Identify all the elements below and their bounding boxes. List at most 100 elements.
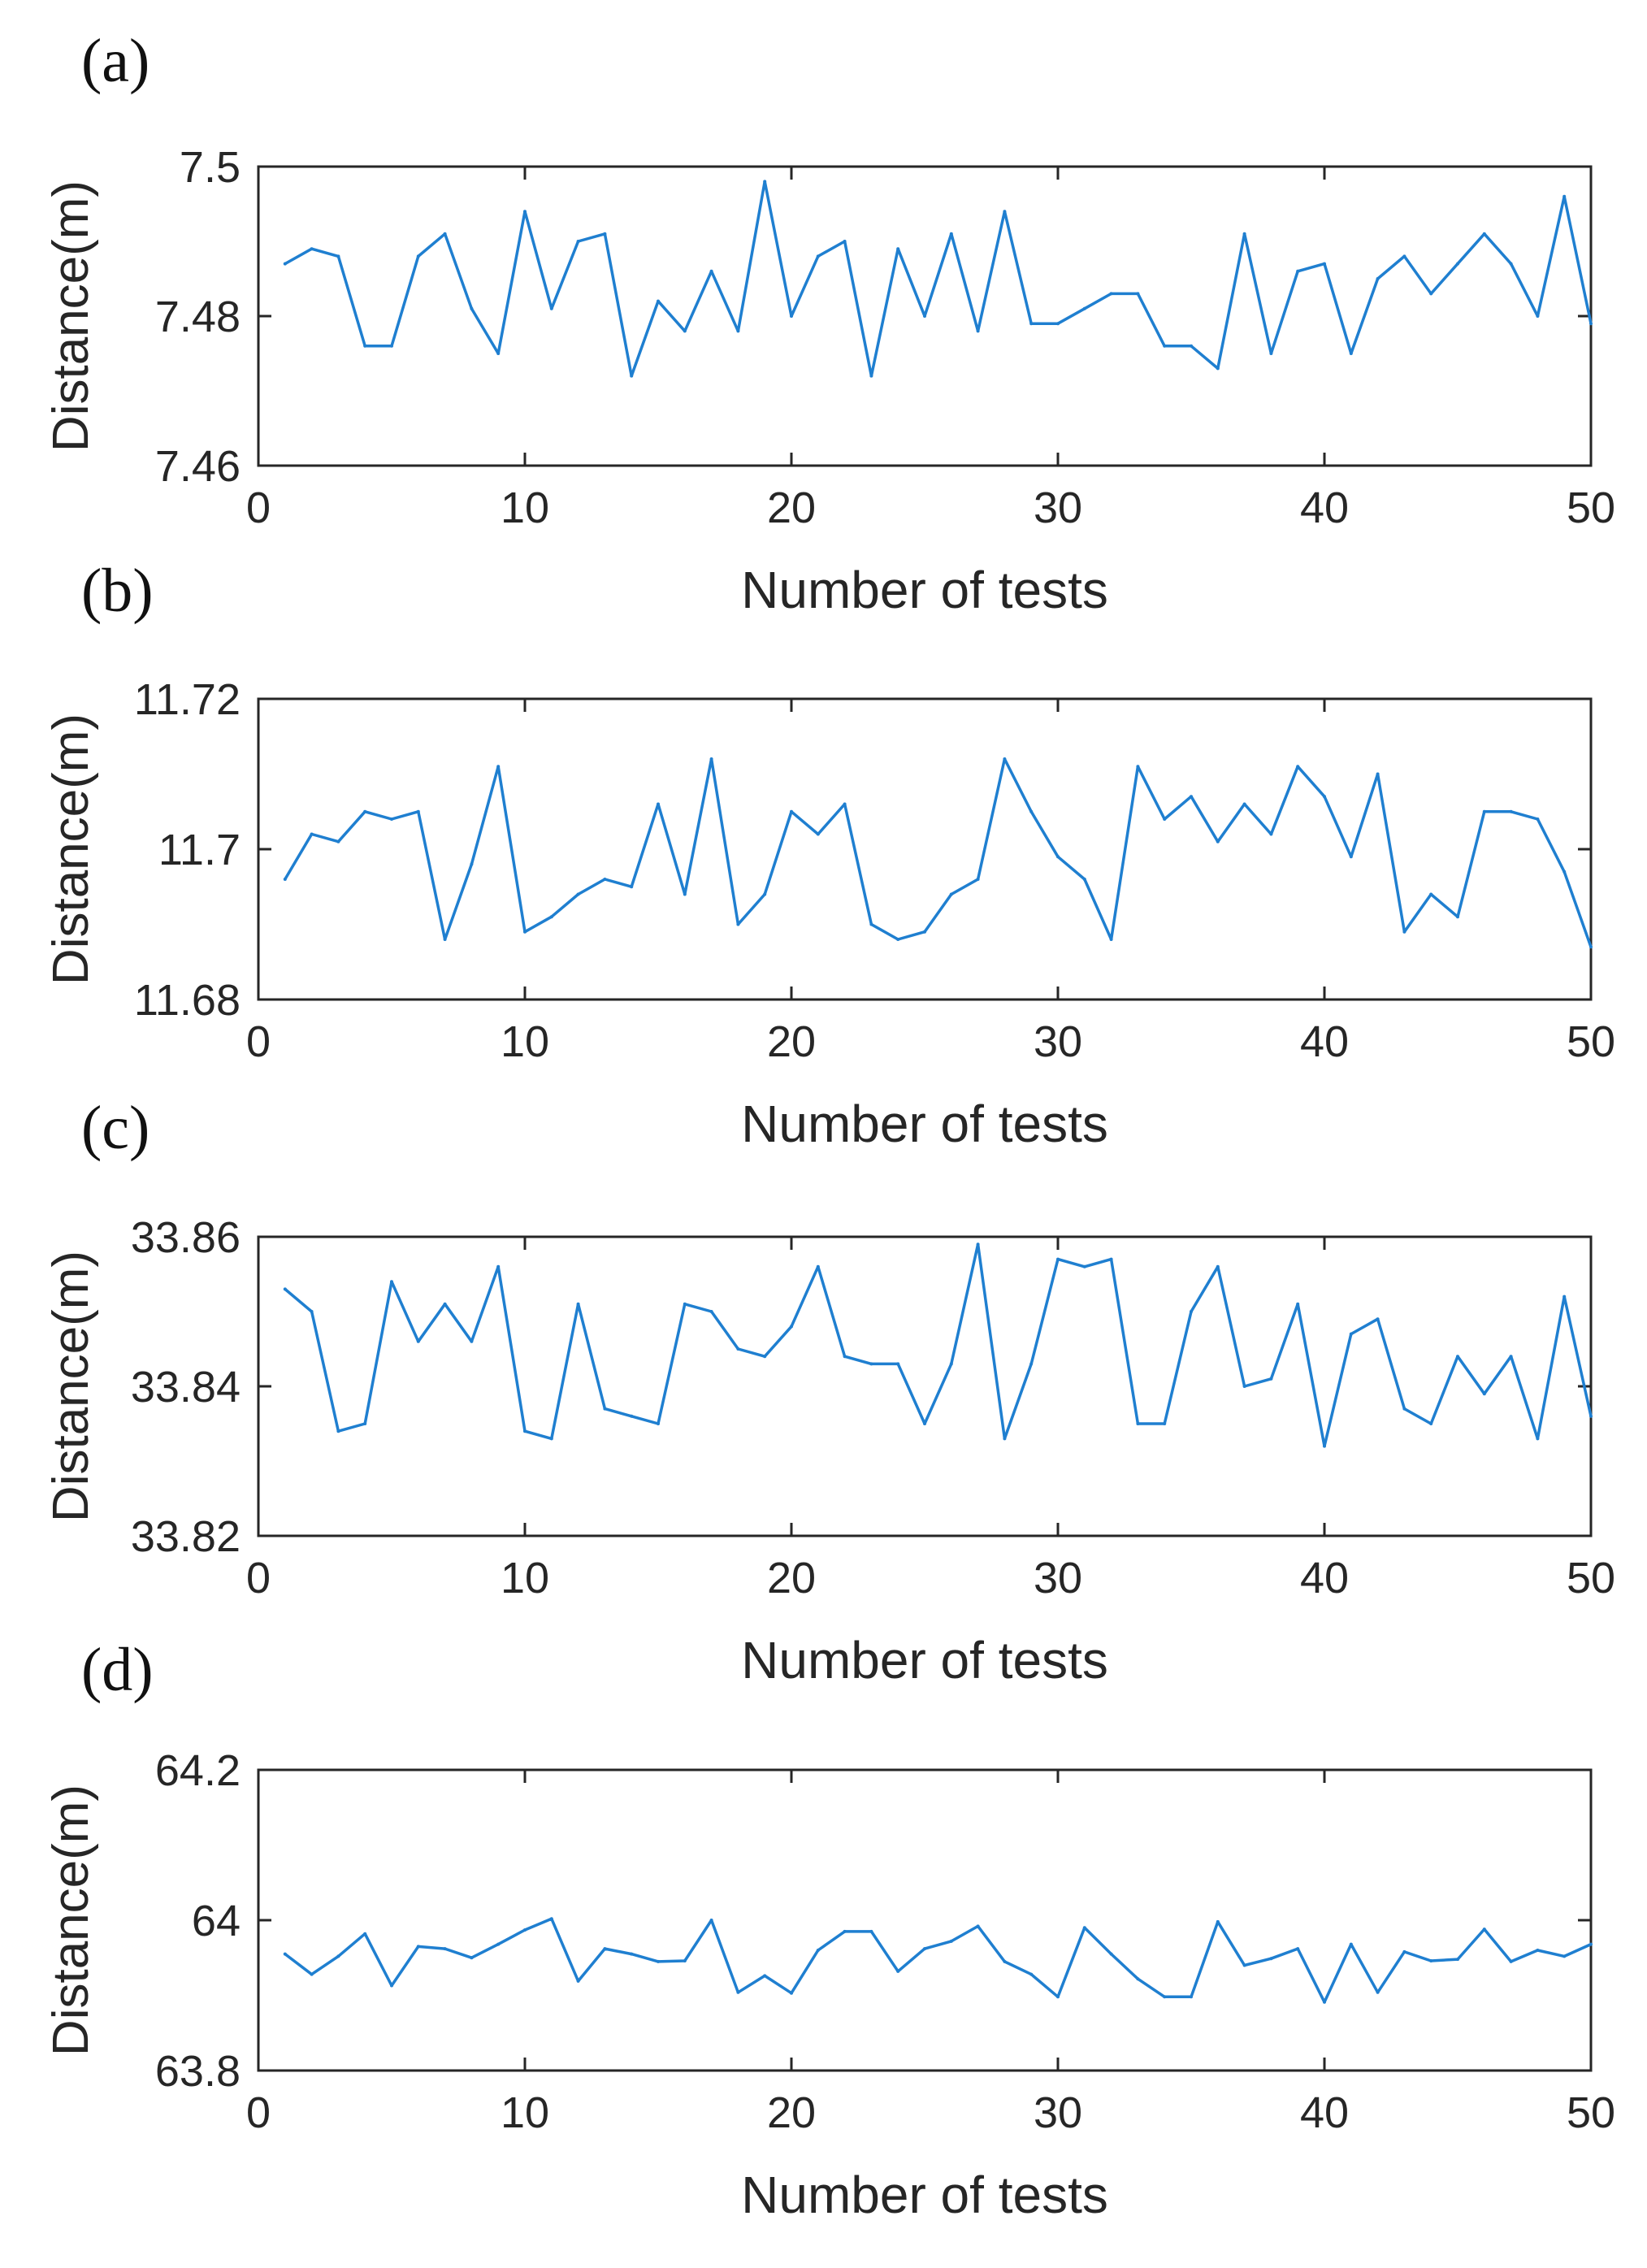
data-point xyxy=(1029,1972,1034,1976)
data-point xyxy=(683,892,687,896)
data-point xyxy=(1349,855,1353,859)
data-point xyxy=(976,878,980,881)
data-point xyxy=(949,892,953,896)
data-point xyxy=(1190,795,1193,799)
x-axis-label: Number of tests xyxy=(741,1095,1108,1153)
x-tick-label: 0 xyxy=(246,484,271,532)
data-point xyxy=(1589,945,1593,949)
x-tick-label: 30 xyxy=(1034,2088,1082,2137)
data-point xyxy=(443,232,447,236)
data-point xyxy=(283,262,287,266)
chart-panel: (c) 0 10 20 30 40 50 33.82 33.84 33.86 Number of t… xyxy=(43,1094,1615,1689)
x-tick-label: 40 xyxy=(1300,484,1349,532)
data-point xyxy=(869,374,873,378)
data-point xyxy=(816,832,820,836)
data-point xyxy=(1109,292,1113,296)
data-point xyxy=(949,1939,953,1943)
data-point xyxy=(1536,817,1540,821)
data-point xyxy=(523,930,527,934)
x-tick-label: 50 xyxy=(1567,484,1615,532)
data-series-line xyxy=(284,180,1593,378)
data-point xyxy=(283,1287,287,1291)
data-point xyxy=(843,1355,847,1359)
data-point xyxy=(1082,306,1086,310)
data-point xyxy=(1163,1422,1167,1425)
data-point xyxy=(576,1302,580,1306)
data-point xyxy=(1216,1919,1220,1923)
data-point xyxy=(790,314,793,318)
data-point xyxy=(1296,1947,1300,1951)
data-point xyxy=(1082,878,1086,881)
data-point xyxy=(1216,366,1220,371)
data-point xyxy=(736,329,740,333)
data-point xyxy=(709,269,713,273)
data-point xyxy=(549,1437,553,1441)
data-point xyxy=(1376,1317,1380,1321)
data-point xyxy=(896,1969,900,1973)
data-point xyxy=(1003,1437,1007,1441)
data-point xyxy=(1136,292,1140,296)
data-point xyxy=(683,329,687,333)
data-point xyxy=(1509,262,1513,266)
data-point xyxy=(683,1302,687,1306)
data-point xyxy=(603,1407,607,1411)
x-tick-label: 0 xyxy=(246,2088,271,2137)
data-point xyxy=(763,180,767,184)
x-tick-label: 0 xyxy=(246,1554,271,1602)
data-point xyxy=(923,1422,926,1425)
data-point xyxy=(336,839,340,843)
data-point xyxy=(496,352,501,355)
data-point xyxy=(790,1991,793,1995)
data-point xyxy=(1136,1422,1140,1425)
data-point xyxy=(549,306,553,310)
data-point xyxy=(1456,262,1459,266)
data-point xyxy=(763,892,767,896)
data-point xyxy=(336,1429,340,1433)
data-point xyxy=(283,1952,287,1956)
data-point xyxy=(1376,1990,1380,1994)
data-point xyxy=(1296,1302,1300,1306)
y-tick-label: 33.86 xyxy=(131,1213,241,1262)
x-tick-label: 40 xyxy=(1300,1554,1349,1602)
data-point xyxy=(1562,194,1567,198)
data-point xyxy=(1003,757,1007,761)
data-point xyxy=(1323,1444,1326,1448)
data-point xyxy=(363,1422,367,1425)
x-tick-label: 40 xyxy=(1300,1017,1349,1066)
data-point xyxy=(576,892,580,896)
data-point xyxy=(949,1362,953,1366)
data-point xyxy=(657,802,660,806)
data-point xyxy=(1082,1264,1086,1268)
data-point xyxy=(576,1979,580,1983)
data-point xyxy=(1536,314,1540,318)
data-point xyxy=(1456,1958,1459,1962)
data-point xyxy=(869,922,873,926)
data-point xyxy=(1269,832,1273,836)
x-tick-label: 50 xyxy=(1567,1017,1615,1066)
data-point xyxy=(443,1947,447,1951)
data-point xyxy=(1136,765,1140,769)
x-tick-label: 20 xyxy=(767,2088,816,2137)
y-tick-label: 64.2 xyxy=(155,1746,241,1795)
data-point xyxy=(1163,1995,1167,1999)
data-point xyxy=(416,809,420,813)
data-point xyxy=(976,329,980,333)
data-point xyxy=(869,1362,873,1366)
data-point xyxy=(657,1959,660,1963)
y-tick-label: 33.84 xyxy=(131,1363,241,1412)
data-point xyxy=(1589,1414,1593,1418)
data-point xyxy=(683,1959,687,1962)
data-point xyxy=(310,247,314,251)
x-tick-label: 30 xyxy=(1034,1554,1082,1602)
data-point xyxy=(496,765,501,769)
data-point xyxy=(523,1429,527,1433)
data-point xyxy=(1482,1928,1486,1932)
y-axis-label: Distance(m) xyxy=(43,1251,99,1522)
data-point xyxy=(923,930,926,934)
data-point xyxy=(923,1947,926,1951)
data-point xyxy=(816,1264,820,1268)
data-point xyxy=(1269,1957,1273,1961)
data-point xyxy=(336,1954,340,1958)
